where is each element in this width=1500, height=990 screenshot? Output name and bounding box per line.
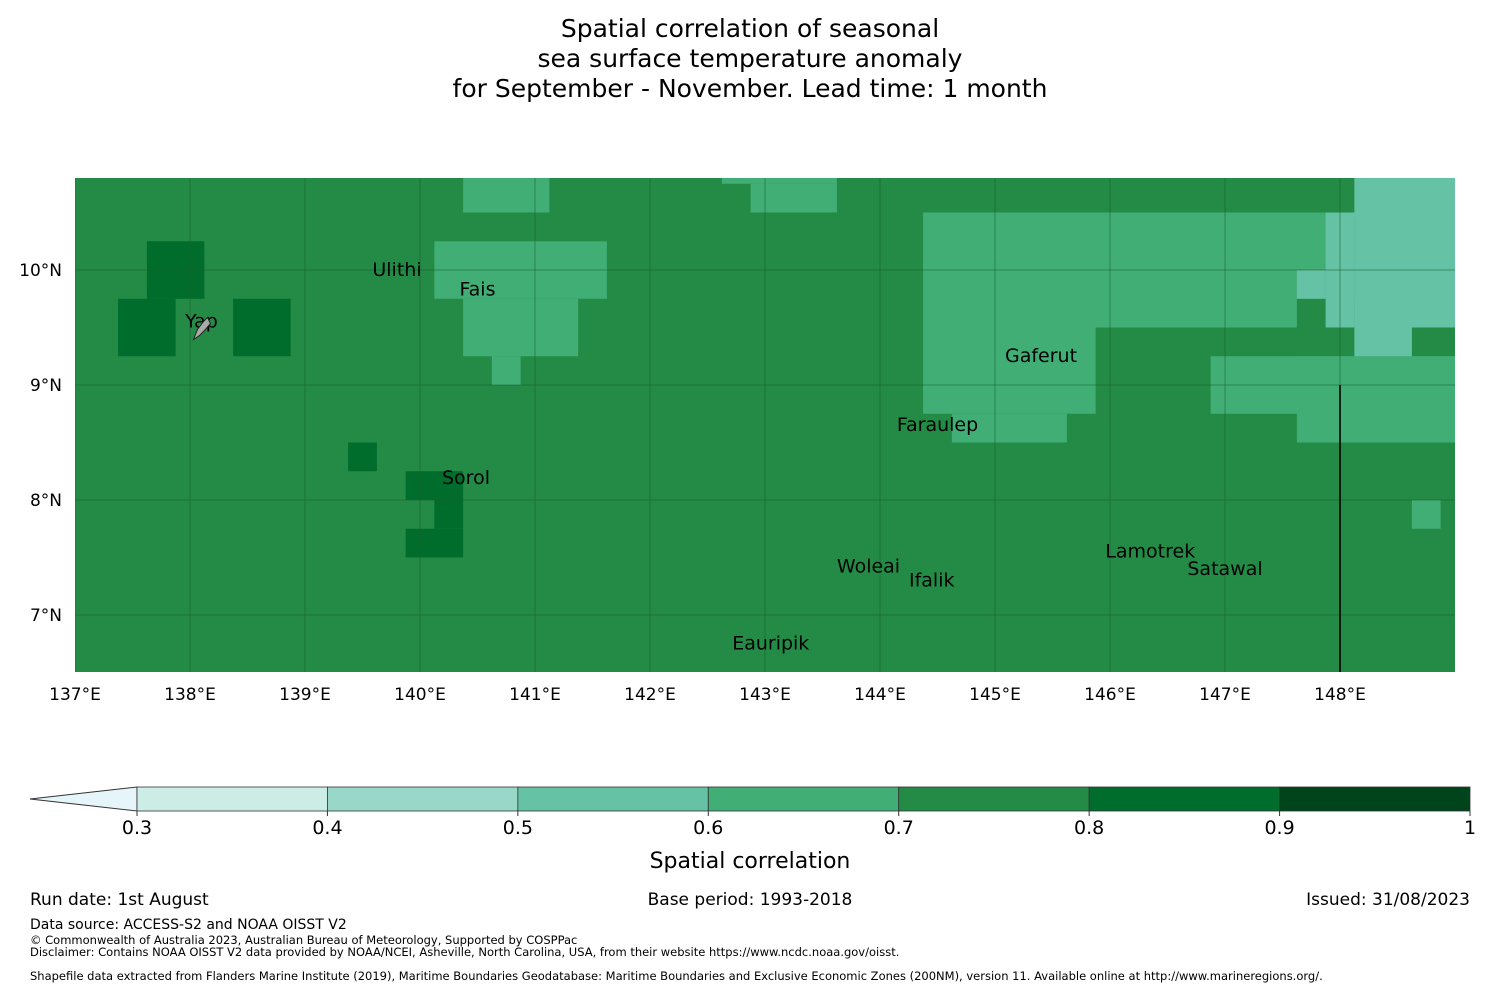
place-label: Woleai [837, 555, 900, 577]
place-label: Satawal [1187, 558, 1262, 580]
shapefile-credit: Shapefile data extracted from Flanders M… [30, 969, 1323, 983]
heatmap-cell [1296, 270, 1326, 299]
colorbar-swatch [517, 786, 709, 812]
disclaimer: Disclaimer: Contains NOAA OISST V2 data … [30, 945, 900, 959]
lat-tick-label: 10°N [19, 261, 62, 281]
lat-tick-label: 7°N [30, 606, 62, 626]
lon-tick-label: 142°E [624, 685, 676, 705]
colorbar: 0.3 0.4 0.5 0.6 0.7 0.8 0.9 1 Spatial correlatio… [29, 786, 1476, 874]
heatmap-cell [491, 356, 521, 385]
yap-island-icon [192, 316, 212, 341]
colorbar-tick-label: 0.3 [122, 817, 152, 839]
heatmap-cell [233, 298, 291, 357]
place-label: Sorol [442, 467, 490, 489]
lon-tick-label: 139°E [279, 685, 331, 705]
lat-tick-label: 8°N [30, 491, 62, 511]
heatmap-cell [721, 178, 837, 184]
colorbar-tick-label: 0.7 [884, 817, 914, 839]
map-title: Spatial correlation of seasonal sea surf… [0, 14, 1500, 104]
map-axes: 137°E 138°E 139°E 140°E 141°E 142°E 143°E 144°E… [19, 261, 1366, 705]
place-label: Fais [459, 278, 495, 300]
colorbar-swatch [327, 786, 519, 812]
heatmap-cell [405, 528, 464, 558]
title-line-2: sea surface temperature anomaly [537, 44, 963, 73]
colorbar-tick-label: 0.9 [1264, 817, 1294, 839]
lon-tick-label: 145°E [969, 685, 1021, 705]
heatmap-cell [348, 442, 377, 472]
colorbar-tick-label: 0.6 [693, 817, 723, 839]
heatmap-cell [434, 500, 464, 529]
colorbar-swatch [707, 786, 900, 812]
colorbar-tick-label: 1 [1464, 817, 1476, 839]
heatmap-cell [1354, 327, 1412, 357]
colorbar-tick-label: 0.4 [312, 817, 342, 839]
colorbar-swatch [898, 786, 1090, 812]
heatmap-cell [750, 183, 837, 213]
place-label: Lamotrek [1105, 541, 1195, 563]
place-label: Eauripik [732, 633, 809, 655]
place-label: Ulithi [372, 259, 421, 281]
issued-date: Issued: 31/08/2023 [1306, 890, 1470, 910]
base-period: Base period: 1993-2018 [647, 890, 853, 910]
lon-tick-label: 137°E [49, 685, 101, 705]
place-label: Faraulep [897, 414, 978, 436]
title-line-3: for September - November. Lead time: 1 m… [452, 74, 1048, 103]
lon-tick-label: 143°E [739, 685, 791, 705]
lon-tick-label: 140°E [394, 685, 446, 705]
lon-tick-label: 148°E [1314, 685, 1366, 705]
run-date: Run date: 1st August [30, 890, 209, 910]
colorbar-swatch [136, 786, 328, 812]
place-label: Ifalik [909, 569, 955, 591]
lon-tick-label: 146°E [1084, 685, 1136, 705]
lon-tick-label: 141°E [509, 685, 561, 705]
colorbar-swatch [1279, 786, 1471, 812]
place-labels: Ulithi Fais Yap Gaferut Faraulep Sorol Woleai I… [184, 259, 1262, 655]
colorbar-label: Spatial correlation [650, 849, 851, 874]
place-label: Gaferut [1005, 345, 1077, 367]
colorbar-tick-label: 0.8 [1074, 817, 1104, 839]
heatmap-cell [118, 298, 176, 357]
colorbar-swatch [1088, 786, 1280, 812]
lat-tick-label: 9°N [30, 376, 62, 396]
heatmap-cell [405, 471, 464, 500]
place-label: Yap [184, 311, 218, 333]
colorbar-extend-arrow [29, 786, 138, 812]
title-line-1: Spatial correlation of seasonal [560, 14, 940, 43]
heatmap-cell [1354, 178, 1455, 328]
heatmap-cell [463, 178, 550, 213]
colorbar-tick-label: 0.5 [503, 817, 533, 839]
heatmap-cell [951, 413, 1067, 443]
data-source: Data source: ACCESS-S2 and NOAA OISST V2 [30, 917, 347, 933]
lon-tick-label: 144°E [854, 685, 906, 705]
lon-tick-label: 147°E [1199, 685, 1251, 705]
lon-tick-label: 138°E [164, 685, 216, 705]
heatmap-cell [1411, 500, 1441, 529]
heatmap-cell [923, 327, 1096, 414]
heatmap-cell [463, 298, 579, 357]
copyright: © Commonwealth of Australia 2023, Austra… [30, 933, 578, 947]
